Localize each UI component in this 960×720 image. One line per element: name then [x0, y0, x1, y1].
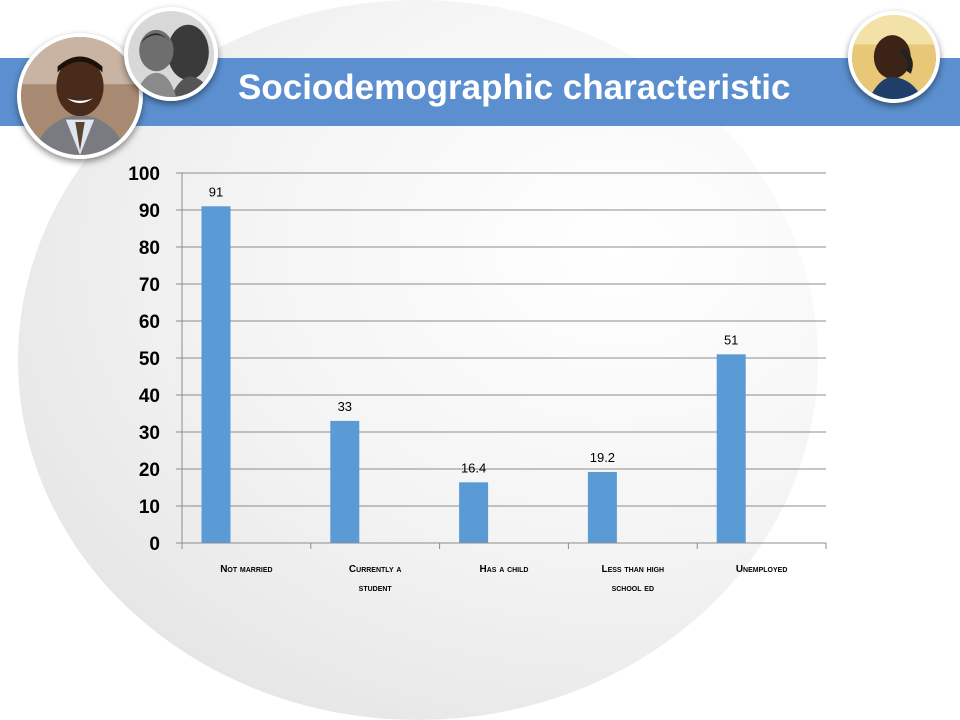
data-labels: 91 33 16.4 19.2 51	[209, 184, 739, 475]
bar	[459, 482, 489, 543]
adult-and-child-icon	[124, 7, 218, 101]
category-label: Less than high	[601, 564, 664, 575]
category-label: Not married	[220, 564, 272, 575]
y-tick-label: 100	[128, 164, 160, 185]
y-tick-labels: 0 10 20 30 40 50 60 70 80 90 100	[128, 164, 160, 555]
axes	[181, 173, 827, 549]
bar	[330, 420, 360, 543]
y-tick-label: 50	[139, 349, 160, 370]
y-tick-label: 30	[139, 423, 160, 444]
y-tick-label: 80	[139, 238, 160, 259]
bar	[201, 206, 231, 544]
category-label: Currently a	[349, 564, 402, 575]
category-label: Unemployed	[736, 564, 788, 575]
data-label: 91	[209, 184, 223, 199]
y-tick-label: 60	[139, 312, 160, 333]
data-label: 16.4	[461, 460, 486, 475]
y-tick-label: 0	[149, 534, 160, 555]
category-labels: Not married Currently a student Has a child…	[220, 564, 787, 594]
bars	[201, 206, 746, 544]
category-label: school ed	[612, 583, 654, 594]
y-tick-label: 40	[139, 386, 160, 407]
data-label: 33	[338, 399, 352, 414]
y-tick-label: 20	[139, 460, 160, 481]
bar	[587, 471, 617, 543]
data-label: 51	[724, 332, 738, 347]
man-on-phone-icon	[848, 11, 940, 103]
bar	[716, 354, 746, 543]
category-label: Has a child	[480, 564, 529, 575]
y-tick-label: 90	[139, 201, 160, 222]
data-label: 19.2	[590, 450, 615, 465]
slide-title: Sociodemographic characteristic	[238, 68, 791, 107]
y-tick-label: 10	[139, 497, 160, 518]
category-label: student	[359, 583, 393, 594]
y-tick-label: 70	[139, 275, 160, 296]
